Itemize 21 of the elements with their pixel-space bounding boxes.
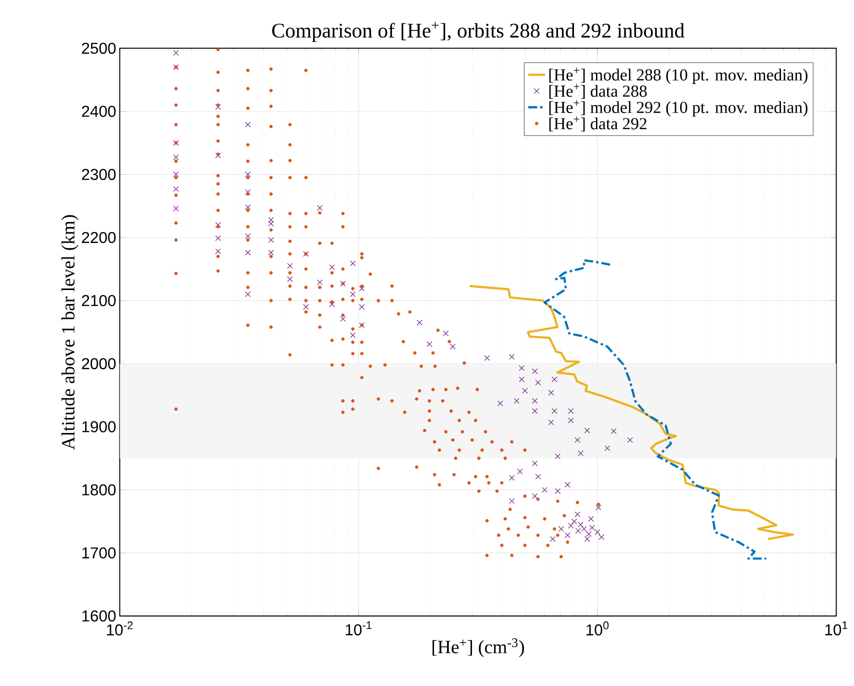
y-tick-label: 2300 [82, 168, 116, 180]
y-tick-label: 2000 [82, 358, 116, 370]
legend-label: [He$^{+}$] model 288 (10 pt. mov. median) [549, 68, 808, 84]
y-tick-label: 2500 [82, 42, 116, 54]
y-tick-label: 1900 [82, 421, 116, 432]
y-tick-label: 2400 [82, 106, 116, 117]
x-tick-label: 10$^{-1}$ [346, 621, 372, 636]
y-tick-label: 1600 [82, 610, 116, 622]
x-tick-label: 10$^{0}$ [586, 621, 609, 636]
y-tick-label: 2100 [82, 295, 116, 306]
chart-title: Comparison of [He$^{+}$], orbits 288 and 292 inbound [272, 22, 684, 42]
x-tick-label: 10$^{-2}$ [107, 621, 133, 636]
x-axis-title: [He$^{+}$] (cm$^{-3}$) [432, 638, 524, 658]
x-tick-label: 10$^{1}$ [825, 621, 848, 636]
legend-label: [He$^{+}$] data 292 [549, 116, 646, 132]
y-tick-label: 1800 [82, 484, 116, 496]
legend-label: [He$^{+}$] model 292 (10 pt. mov. median) [549, 100, 808, 117]
y-tick-label: 1700 [82, 547, 116, 558]
y-tick-label: 2200 [82, 232, 116, 244]
y-axis-title: Altitude above 1 bar level (km) [61, 215, 78, 450]
legend-label: [He$^{+}$] data 288 [549, 84, 647, 99]
